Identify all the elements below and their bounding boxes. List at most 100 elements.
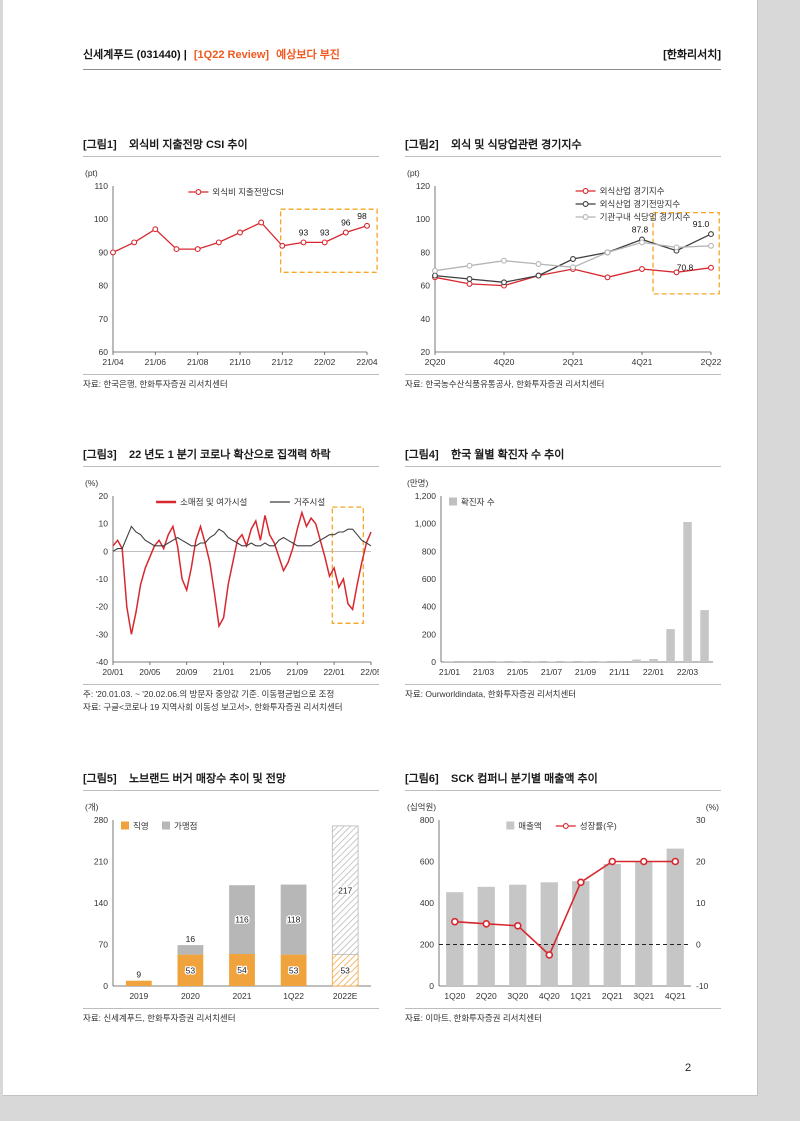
page-number: 2 — [685, 1062, 692, 1074]
figure-3: [그림3] 22 년도 1 분기 코로나 확산으로 집객력 하락 -40 -30 -… — [83, 446, 382, 714]
svg-text:60: 60 — [421, 281, 431, 291]
svg-text:600: 600 — [422, 574, 436, 584]
svg-text:거주시설: 거주시설 — [294, 497, 325, 507]
svg-text:110: 110 — [94, 181, 108, 191]
figure-footer: 자료: Ourworldindata, 한화투자증권 리서치센터 — [405, 684, 721, 701]
figure-source: 자료: Ourworldindata, 한화투자증권 리서치센터 — [405, 689, 577, 699]
figure-title: 22 년도 1 분기 코로나 확산으로 집객력 하락 — [129, 449, 331, 461]
svg-text:21/08: 21/08 — [187, 357, 209, 367]
figure-title-row: [그림2] 외식 및 식당업관련 경기지수 — [405, 136, 721, 157]
report-title: 신세계푸드 (031440) | [1Q22 Review] 예상보다 부진 — [83, 46, 344, 62]
figure-footer: 자료: 한국은행, 한화투자증권 리서치센터 — [83, 374, 379, 391]
figure-title: 외식비 지출전망 CSI 추이 — [129, 139, 248, 151]
svg-text:53: 53 — [186, 965, 196, 975]
svg-text:0: 0 — [696, 940, 701, 950]
svg-text:20: 20 — [421, 347, 431, 357]
svg-text:-30: -30 — [96, 629, 109, 639]
svg-text:22/02: 22/02 — [314, 357, 336, 367]
svg-text:140: 140 — [94, 898, 108, 908]
svg-text:20/01: 20/01 — [102, 667, 124, 677]
svg-text:280: 280 — [94, 815, 108, 825]
svg-text:21/01: 21/01 — [213, 667, 235, 677]
svg-text:80: 80 — [421, 247, 431, 257]
svg-text:70: 70 — [99, 940, 109, 950]
figure-source: 자료: 신세계푸드, 한화투자증권 리서치센터 — [83, 1013, 236, 1023]
svg-text:70: 70 — [99, 314, 109, 324]
svg-text:21/03: 21/03 — [473, 667, 495, 677]
svg-text:2020: 2020 — [181, 991, 200, 1001]
svg-text:10: 10 — [99, 519, 109, 529]
svg-text:(만명): (만명) — [407, 478, 428, 488]
chart-restaurant-bsi: 20 40 60 80 100 120 (pt) 2Q20 4Q20 2Q21 4Q21 2Q22 87… — [405, 160, 722, 372]
figure-title-row: [그림3] 22 년도 1 분기 코로나 확산으로 집객력 하락 — [83, 446, 379, 467]
svg-text:2022E: 2022E — [333, 991, 358, 1001]
svg-text:21/09: 21/09 — [575, 667, 597, 677]
figure-title-row: [그림1] 외식비 지출전망 CSI 추이 — [83, 136, 379, 157]
svg-text:외식비 지출전망CSI: 외식비 지출전망CSI — [212, 187, 283, 197]
svg-text:22/01: 22/01 — [643, 667, 665, 677]
svg-text:20/05: 20/05 — [139, 667, 161, 677]
figure-label: [그림4] — [405, 449, 439, 461]
svg-text:4Q21: 4Q21 — [632, 357, 653, 367]
svg-text:10: 10 — [696, 898, 706, 908]
chart-covid-cases: 0 200 400 600 800 1,000 1,200 (만명) 21/01 21/03 21/… — [405, 470, 721, 682]
svg-text:96: 96 — [341, 218, 351, 228]
review-title: 예상보다 부진 — [276, 49, 340, 61]
figure-footer: 자료: 한국농수산식품유통공사, 한화투자증권 리서치센터 — [405, 374, 721, 391]
figure-label: [그림3] — [83, 449, 117, 461]
svg-text:(pt): (pt) — [407, 168, 420, 178]
svg-text:2Q20: 2Q20 — [425, 357, 446, 367]
figure-title: 한국 월별 확진자 수 추이 — [451, 449, 565, 461]
svg-text:22/05: 22/05 — [360, 667, 379, 677]
svg-text:2Q21: 2Q21 — [602, 991, 623, 1001]
svg-text:100: 100 — [416, 214, 430, 224]
svg-text:3Q21: 3Q21 — [633, 991, 654, 1001]
svg-text:외식산업 경기전망지수: 외식산업 경기전망지수 — [600, 199, 681, 209]
svg-text:22/03: 22/03 — [677, 667, 699, 677]
research-brand: [한화리서치] — [663, 49, 721, 61]
figure-footer: 주: '20.01.03. ~ '20.02.06.의 방문자 중앙값 기준. … — [83, 684, 379, 714]
svg-text:(%): (%) — [706, 802, 719, 812]
figure-label: [그림6] — [405, 773, 439, 785]
figure-title: 노브랜드 버거 매장수 추이 및 전망 — [129, 773, 286, 785]
svg-text:1Q20: 1Q20 — [444, 991, 465, 1001]
svg-text:2Q20: 2Q20 — [476, 991, 497, 1001]
chart-sck-revenue: 0 200 400 600 800 -10 0 10 20 30 (십억원) (%) 1Q20 2Q20 3… — [405, 794, 721, 1006]
svg-text:800: 800 — [420, 815, 434, 825]
chart-nobrand-burger-stores: 0 70 140 210 280 (개) 2019 2020 2021 1Q22 2022E 9 53 5… — [83, 794, 379, 1006]
report-header: 신세계푸드 (031440) | [1Q22 Review] 예상보다 부진 [… — [83, 46, 721, 62]
svg-text:3Q20: 3Q20 — [507, 991, 528, 1001]
svg-text:1,000: 1,000 — [415, 519, 437, 529]
svg-text:가맹점: 가맹점 — [174, 821, 197, 831]
svg-text:120: 120 — [416, 181, 430, 191]
svg-text:21/12: 21/12 — [272, 357, 294, 367]
figure-source: 자료: 한국은행, 한화투자증권 리서치센터 — [83, 379, 228, 389]
figure-source: 자료: 구글<코로나 19 지역사회 이동성 보고서>, 한화투자증권 리서치센… — [83, 701, 343, 712]
svg-text:1Q22: 1Q22 — [283, 991, 304, 1001]
svg-text:2Q21: 2Q21 — [563, 357, 584, 367]
svg-text:20: 20 — [696, 857, 706, 867]
svg-text:2Q22: 2Q22 — [701, 357, 721, 367]
stock-name: 신세계푸드 (031440) | — [83, 49, 187, 61]
svg-text:21/05: 21/05 — [250, 667, 272, 677]
svg-text:30: 30 — [696, 815, 706, 825]
svg-text:외식산업 경기지수: 외식산업 경기지수 — [600, 186, 665, 196]
svg-text:400: 400 — [420, 898, 434, 908]
svg-text:확진자 수: 확진자 수 — [461, 497, 495, 507]
svg-text:53: 53 — [340, 965, 350, 975]
svg-text:0: 0 — [103, 981, 108, 991]
svg-text:기관구내 식당업 경기지수: 기관구내 식당업 경기지수 — [600, 212, 691, 222]
svg-text:21/10: 21/10 — [229, 357, 251, 367]
svg-text:20: 20 — [99, 491, 109, 501]
svg-text:800: 800 — [422, 546, 436, 556]
svg-text:1,200: 1,200 — [415, 491, 437, 501]
svg-text:21/07: 21/07 — [541, 667, 563, 677]
svg-text:21/05: 21/05 — [507, 667, 529, 677]
svg-text:-40: -40 — [96, 657, 109, 667]
svg-text:-10: -10 — [96, 574, 109, 584]
svg-text:21/11: 21/11 — [609, 667, 630, 677]
figure-label: [그림2] — [405, 139, 439, 151]
svg-text:-20: -20 — [96, 602, 109, 612]
svg-text:116: 116 — [235, 915, 249, 925]
svg-text:53: 53 — [289, 965, 299, 975]
